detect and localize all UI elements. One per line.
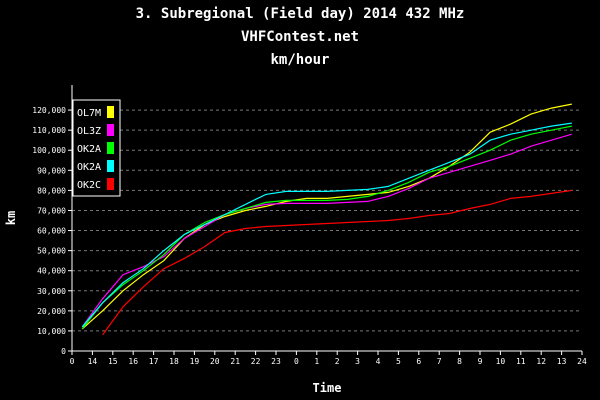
x-axis-ticks: 0 14 15 16 17 18 19 20 21 22 23 0 1 2 3 4 5 6 7 8 9 10 11 12 13 2…: [70, 351, 587, 366]
y-tick-label: 0: [61, 347, 66, 356]
chart-title: 3. Subregional (Field day) 2014 432 MHz: [135, 6, 465, 22]
x-tick-label: 6: [416, 357, 421, 366]
legend-label: OK2A: [77, 144, 101, 155]
x-tick-label: 19: [190, 357, 200, 366]
legend-swatch: [107, 160, 114, 172]
x-tick-label: 2: [335, 357, 340, 366]
y-tick-label: 40,000: [37, 267, 66, 276]
legend-swatch: [107, 178, 114, 190]
y-tick-label: 20,000: [37, 307, 66, 316]
legend-label: OK2C: [77, 180, 101, 191]
series-line-ol7m: [81, 103, 572, 330]
x-tick-label: 9: [478, 357, 483, 366]
series-lines: [81, 103, 572, 336]
x-tick-label: 10: [496, 357, 506, 366]
y-tick-label: 100,000: [32, 146, 66, 155]
axes: [71, 85, 582, 352]
x-tick-label: 23: [271, 357, 281, 366]
legend-swatch: [107, 124, 114, 136]
x-tick-label: 13: [557, 357, 567, 366]
y-tick-label: 30,000: [37, 287, 66, 296]
x-axis-label: Time: [313, 381, 342, 395]
series-line-ok2a: [81, 122, 572, 328]
legend-label: OL3Z: [77, 126, 101, 137]
legend-swatch: [107, 142, 114, 154]
x-tick-label: 8: [457, 357, 462, 366]
x-tick-label: 20: [210, 357, 220, 366]
x-tick-label: 22: [251, 357, 261, 366]
x-tick-label: 11: [516, 357, 526, 366]
y-axis-ticks: 0 10,000 20,000 30,000 40,000 50,000 60,000 70,…: [32, 106, 72, 356]
x-tick-label: 4: [376, 357, 381, 366]
x-tick-label: 12: [536, 357, 546, 366]
x-tick-label: 0: [70, 357, 75, 366]
x-tick-label: 1: [314, 357, 319, 366]
y-tick-label: 60,000: [37, 227, 66, 236]
x-tick-label: 3: [355, 357, 360, 366]
series-line-ol3z: [81, 133, 572, 328]
chart-subtitle: VHFContest.net: [240, 29, 359, 45]
y-tick-label: 90,000: [37, 166, 66, 175]
x-tick-label: 15: [108, 357, 118, 366]
y-tick-label: 120,000: [32, 106, 66, 115]
y-tick-label: 50,000: [37, 247, 66, 256]
y-tick-label: 110,000: [32, 126, 66, 135]
x-tick-label: 5: [396, 357, 401, 366]
x-tick-label: 7: [437, 357, 442, 366]
x-tick-label: 21: [230, 357, 240, 366]
y-tick-label: 70,000: [37, 206, 66, 215]
x-tick-label: 17: [149, 357, 159, 366]
x-tick-label: 18: [169, 357, 179, 366]
x-tick-label: 24: [577, 357, 587, 366]
legend-label: OK2A: [77, 162, 101, 173]
chart-unit-label: km/hour: [270, 52, 330, 68]
x-tick-label: 14: [88, 357, 98, 366]
x-tick-label: 0: [294, 357, 299, 366]
legend-label: OL7M: [77, 108, 101, 119]
legend: OL7M OL3Z OK2A OK2A OK2C: [72, 99, 121, 197]
legend-swatch: [107, 106, 114, 118]
y-tick-label: 10,000: [37, 327, 66, 336]
grid-lines: [72, 109, 582, 332]
y-axis-label: km: [4, 211, 18, 225]
x-tick-label: 16: [128, 357, 138, 366]
y-tick-label: 80,000: [37, 186, 66, 195]
series-line-ok2c: [102, 189, 572, 336]
series-line-ok2a: [81, 125, 572, 330]
